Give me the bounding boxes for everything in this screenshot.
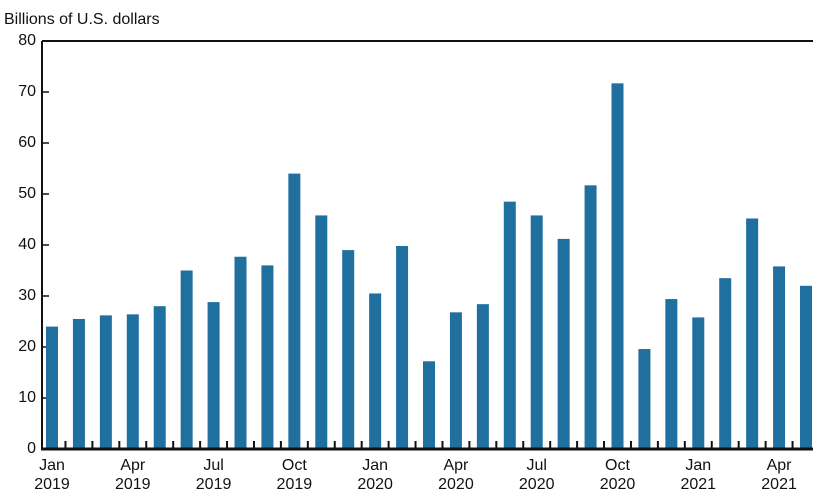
bar <box>692 317 705 449</box>
bar <box>476 304 489 449</box>
bar <box>153 306 166 449</box>
x-tick-label: Jan 2021 <box>680 457 717 493</box>
y-tick-label: 50 <box>18 185 36 202</box>
bar <box>557 238 570 449</box>
x-tick-label: Jul 2019 <box>195 457 232 493</box>
x-tick-label: Oct 2019 <box>276 457 313 493</box>
y-tick-label: 60 <box>18 134 36 151</box>
bar <box>719 278 732 449</box>
bar <box>369 293 382 449</box>
chart-title: Billions of U.S. dollars <box>4 11 160 28</box>
x-tick-label: Apr 2020 <box>438 457 474 493</box>
bar <box>800 285 812 449</box>
y-tick-label: 10 <box>18 389 36 406</box>
bar <box>180 270 193 449</box>
y-tick-label: 20 <box>18 338 36 355</box>
bar <box>423 361 435 449</box>
x-tick-label: Jan 2019 <box>34 457 70 493</box>
bar <box>99 315 112 449</box>
bar <box>638 349 651 449</box>
y-tick-label: 70 <box>18 83 36 100</box>
x-tick-label: Jan 2020 <box>357 457 393 493</box>
x-tick-label: Jul 2020 <box>518 457 555 493</box>
bar <box>396 246 409 449</box>
bar <box>234 256 247 449</box>
bar <box>126 314 139 449</box>
x-tick-label: Oct 2020 <box>599 457 636 493</box>
bar <box>342 250 355 449</box>
bar <box>72 318 85 449</box>
y-tick-label: 80 <box>18 32 36 49</box>
bar <box>315 215 328 449</box>
bar <box>584 185 597 449</box>
bar <box>530 215 543 449</box>
bar <box>207 302 220 449</box>
bar <box>773 266 786 449</box>
y-tick-label: 0 <box>27 440 36 457</box>
bar <box>288 173 301 449</box>
bar <box>46 326 58 449</box>
y-tick-label: 30 <box>18 287 36 304</box>
bar <box>665 299 678 449</box>
bar <box>611 83 624 449</box>
bar <box>503 201 516 449</box>
y-tick-label: 40 <box>18 236 36 253</box>
x-tick-label: Apr 2021 <box>761 457 797 493</box>
bar <box>449 312 462 449</box>
bar <box>261 265 274 449</box>
bar <box>746 218 759 449</box>
x-tick-label: Apr 2019 <box>114 457 151 493</box>
